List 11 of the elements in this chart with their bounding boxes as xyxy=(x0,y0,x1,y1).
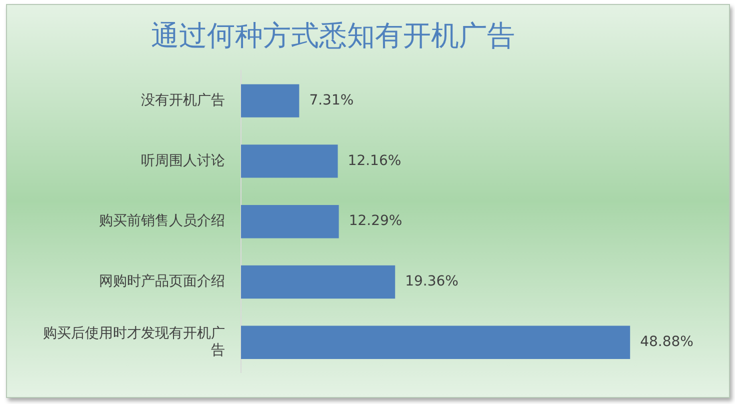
data-label: 19.36% xyxy=(405,274,458,290)
y-tick-label: 听周围人讨论 xyxy=(141,152,225,169)
y-tick-label: 没有开机广告 xyxy=(141,92,225,108)
y-tick-label: 网购时产品页面介绍 xyxy=(99,274,225,290)
chart-title: 通过何种方式悉知有开机广告 xyxy=(151,19,515,52)
data-label: 12.29% xyxy=(348,213,402,230)
y-tick-label: 购买前销售人员介绍 xyxy=(99,213,225,230)
data-label: 12.16% xyxy=(348,152,402,169)
data-label: 7.31% xyxy=(309,92,354,108)
data-label: 48.88% xyxy=(640,334,694,350)
y-tick-label: 购买后使用时才发现有开机广告 xyxy=(43,326,225,358)
